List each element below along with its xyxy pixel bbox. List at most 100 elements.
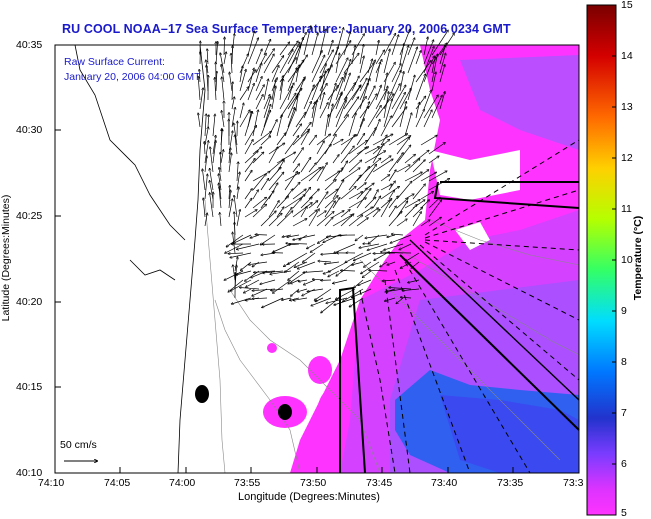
current-vector [428,171,447,182]
current-vector [244,171,252,182]
current-vector [335,28,344,56]
current-vector [335,73,346,101]
current-vector [282,297,292,300]
current-vector [271,66,279,83]
current-vector [244,112,252,137]
current-vector [348,175,361,191]
current-vector [244,159,255,173]
current-vector [335,58,348,83]
current-vector [292,148,303,164]
current-vector [303,26,311,56]
current-vector [380,261,388,267]
colorbar-tick: 15 [621,0,633,11]
current-vector [295,38,303,65]
current-vector [372,120,380,137]
current-vector [439,53,446,74]
current-vector [263,270,284,273]
current-vector [244,140,253,155]
current-vector [423,95,438,119]
current-vector [220,53,225,74]
current-vector [261,252,276,255]
current-vector [318,261,332,262]
current-vector [351,86,361,101]
current-vector [415,103,419,119]
current-vector [292,189,306,200]
current-vector [319,29,326,56]
current-vector [387,261,396,265]
current-vector [332,155,339,164]
current-vector [349,297,364,307]
current-vector [408,279,420,283]
current-vector [235,135,238,155]
current-vector [222,77,225,101]
current-vector [375,50,384,65]
current-vector [263,79,268,101]
current-vector [292,199,301,209]
current-vector [388,196,398,209]
current-vector [334,297,356,305]
current-vector [262,297,284,308]
current-vector [224,37,225,56]
current-vector [315,288,332,300]
current-vector [276,133,286,146]
annotation-line2: January 20, 2006 04:00 GMT [64,71,201,83]
colorbar-tick: 7 [621,407,627,419]
current-vector [399,102,406,128]
colorbar [586,4,617,516]
current-vector [388,206,396,218]
current-vector [318,234,332,243]
colorbar-tick: 14 [621,50,633,62]
current-vector [385,297,396,301]
current-vector [364,147,379,155]
current-vector [308,163,316,173]
current-vector [326,297,348,303]
current-vector [212,136,216,155]
current-vector [324,201,335,218]
current-vector [364,208,378,218]
current-vector [260,111,270,137]
current-vector [231,54,232,74]
colorbar-tick: 5 [621,507,627,519]
current-vector [356,119,364,137]
current-vector [391,71,401,92]
current-vector [399,44,404,65]
current-vector [237,243,260,249]
current-vector [273,243,292,252]
current-vector [390,234,412,243]
current-vector [382,280,396,281]
current-vector [343,60,351,83]
current-vector [244,189,252,200]
current-vector [415,74,425,101]
current-vector [308,135,316,146]
current-vector [252,298,268,299]
current-vector [244,151,258,164]
current-vector [380,187,399,200]
current-vector [210,193,214,218]
current-vector [327,41,333,56]
current-vector [333,279,348,283]
current-vector [412,184,425,200]
current-vector [354,252,372,261]
current-vector [292,203,312,218]
current-vector [340,146,354,164]
current-vector [345,252,364,262]
current-vector [402,288,420,291]
current-vector [284,261,292,266]
current-vector [263,105,271,128]
current-vector [380,175,390,182]
current-vector [286,243,308,244]
current-vector [399,46,409,74]
current-vector [423,37,428,56]
current-vector [334,243,356,253]
current-vector [236,270,252,275]
current-vector [352,261,364,265]
current-vector [300,123,311,137]
current-vector [369,270,388,271]
current-vector [431,57,435,74]
current-vector [428,143,445,155]
current-vector [420,192,433,200]
current-vector [287,108,295,128]
current-vector [389,288,412,290]
current-vector [412,160,425,173]
current-vector [260,191,274,209]
